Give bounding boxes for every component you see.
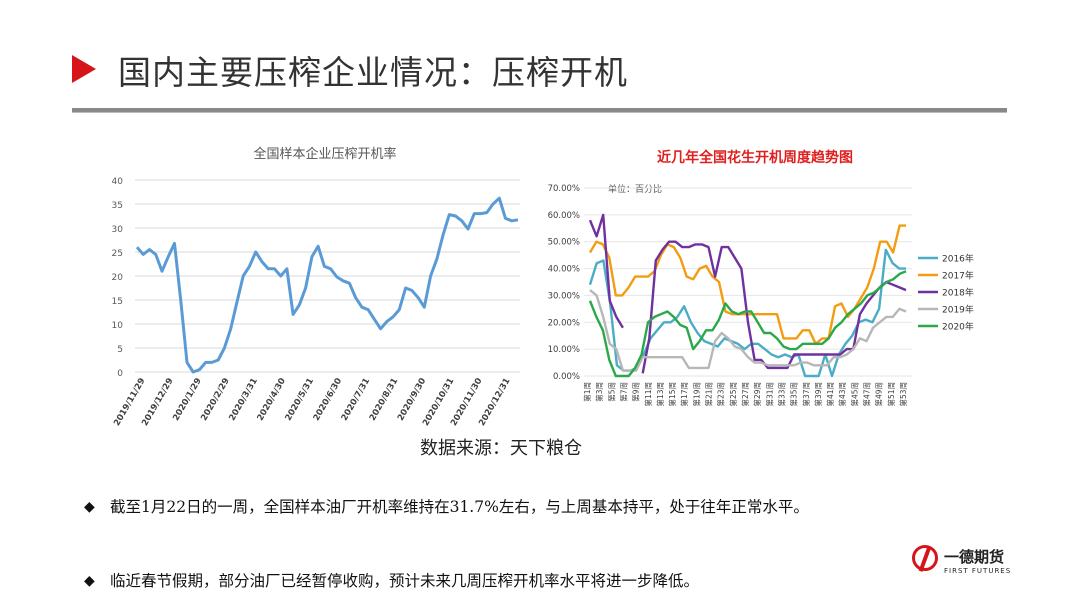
bullet-item-2: ◆ 临近春节假期，部分油厂已经暂停收购，预计未来几周压榨开机率水平将进一步降低。	[84, 566, 899, 596]
chart1-y-tick-label: 40	[112, 177, 124, 187]
chart1-x-tick-label: 2020/8/31	[368, 376, 401, 422]
chart2-series-line-2018年	[588, 213, 907, 374]
chart-crushing-rate: 全国样本企业压榨开机率 0 5 10 15 20 25 30 35 40 2019/11/292…	[112, 146, 520, 428]
chart2-x-tick-label: 第35周	[789, 382, 799, 407]
chart1-y-tick-label: 35	[112, 201, 123, 211]
chart2-x-tick-label: 第47周	[862, 382, 872, 407]
bullet-text-2: 临近春节假期，部分油厂已经暂停收购，预计未来几周压榨开机率水平将进一步降低。	[110, 572, 700, 590]
chart1-series-line	[135, 196, 519, 374]
chart2-x-tick-label: 第51周	[886, 382, 896, 407]
chart1-x-tick-label: 2020/9/30	[396, 376, 429, 422]
chart2-x-tick-label: 第15周	[667, 382, 677, 407]
chart2-x-tick-label: 第45周	[849, 382, 859, 407]
chart2-x-tick-label: 第37周	[801, 382, 811, 407]
chart2-x-tick-label: 第53周	[898, 382, 908, 407]
chart2-y-tick-label: 10.00%	[548, 345, 580, 355]
chart1-x-axis: 2019/11/292019/12/292020/1/292020/2/2920…	[112, 376, 512, 427]
chart2-y-tick-label: 20.00%	[548, 318, 580, 328]
chart2-x-tick-label: 第39周	[813, 382, 823, 407]
chart2-legend-label: 2017年	[942, 270, 974, 282]
bullet-item-1: ◆ 截至1月22日的一周，全国样本油厂开机率维持在31.7%左右，与上周基本持平…	[84, 492, 899, 522]
chart2-x-tick-label: 第43周	[837, 382, 847, 407]
chart1-gridlines	[135, 179, 520, 373]
diamond-bullet-icon: ◆	[84, 499, 95, 515]
chart2-y-tick-label: 50.00%	[548, 238, 580, 248]
chart2-legend-label: 2020年	[942, 321, 974, 333]
chart2-x-tick-label: 第3周	[594, 382, 604, 402]
chart1-x-tick-label: 2020/3/31	[227, 376, 260, 422]
chart1-y-axis: 0 5 10 15 20 25 30 35 40	[112, 177, 124, 379]
chart2-x-tick-label: 第1周	[582, 382, 592, 402]
chart2-legend-label: 2016年	[942, 253, 974, 265]
chart1-x-tick-label: 2020/1/29	[171, 376, 204, 422]
chart2-legend-label: 2018年	[942, 287, 974, 299]
chart2-series-line-2020年	[588, 270, 907, 378]
title-marker-icon	[72, 55, 96, 83]
chart1-x-tick-label: 2020/7/31	[340, 376, 373, 422]
chart2-series-line-2019年	[589, 289, 907, 372]
chart2-y-tick-label: 40.00%	[548, 265, 580, 275]
chart1-y-tick-label: 20	[112, 273, 124, 283]
chart2-x-tick-label: 第49周	[874, 382, 884, 407]
chart2-x-tick-label: 第19周	[691, 382, 701, 407]
chart2-gridlines	[584, 187, 912, 377]
chart2-x-tick-label: 第33周	[776, 382, 786, 407]
chart1-x-tick-label: 2020/6/30	[312, 376, 345, 422]
title-divider-thin	[72, 112, 1007, 113]
chart2-y-tick-label: 70.00%	[548, 184, 580, 194]
chart2-x-tick-label: 第13周	[655, 382, 665, 407]
chart2-title: 近几年全国花生开机周度趋势图	[657, 149, 853, 166]
logo-name-cn: 一德期货	[944, 548, 1005, 566]
chart-peanut-weekly-rate: 近几年全国花生开机周度趋势图 单位：百分比 0.00% 10.00% 20.00% 3…	[548, 149, 974, 407]
chart2-y-tick-label: 60.00%	[548, 211, 580, 221]
chart2-x-tick-label: 第7周	[618, 382, 628, 402]
page-title: 国内主要压榨企业情况：压榨开机	[118, 53, 628, 92]
chart1-y-tick-label: 0	[117, 369, 123, 379]
chart1-y-tick-label: 5	[117, 345, 123, 355]
chart2-x-tick-label: 第17周	[679, 382, 689, 407]
chart2-x-tick-label: 第11周	[643, 382, 653, 407]
data-source-note: 数据来源：天下粮仓	[420, 438, 582, 459]
chart2-x-tick-label: 第9周	[631, 382, 641, 402]
logo-mark-icon	[912, 545, 938, 571]
chart2-x-tick-label: 第5周	[606, 382, 616, 402]
chart2-x-tick-label: 第31周	[764, 382, 774, 407]
chart2-x-tick-label: 第23周	[716, 382, 726, 407]
chart1-x-tick-label: 2020/5/31	[284, 376, 317, 422]
chart1-y-tick-label: 30	[112, 225, 124, 235]
chart1-x-tick-label: 2020/2/29	[199, 376, 232, 422]
chart2-x-tick-label: 第41周	[825, 382, 835, 407]
chart2-x-tick-label: 第21周	[704, 382, 714, 407]
chart2-series-lines	[588, 213, 907, 378]
chart1-y-tick-label: 25	[112, 249, 123, 259]
chart2-y-tick-label: 30.00%	[548, 291, 580, 301]
logo-name-en: FIRST FUTURES	[944, 567, 1012, 575]
title-divider	[72, 108, 1007, 112]
chart2-legend: 2016年 2017年 2018年 2019年 2020年	[918, 253, 974, 333]
chart2-x-tick-label: 第25周	[728, 382, 738, 407]
chart2-x-tick-label: 第29周	[752, 382, 762, 407]
chart2-legend-label: 2019年	[942, 304, 974, 316]
chart2-y-axis: 0.00% 10.00% 20.00% 30.00% 40.00% 50.00% 60.00…	[548, 184, 580, 382]
chart1-y-tick-label: 10	[112, 321, 124, 331]
bullet-text-1: 截至1月22日的一周，全国样本油厂开机率维持在31.7%左右，与上周基本持平，处…	[110, 498, 809, 516]
chart1-x-tick-label: 2020/4/30	[256, 376, 289, 422]
diamond-bullet-icon: ◆	[84, 573, 95, 589]
chart1-title: 全国样本企业压榨开机率	[253, 146, 396, 162]
chart2-x-axis: 第1周 第3周 第5周 第7周 第9周 第11周 第13周 第15周 第17周 第19周 第21周第…	[582, 382, 908, 407]
chart1-y-tick-label: 15	[112, 297, 123, 307]
company-logo: 一德期货 FIRST FUTURES	[912, 545, 1022, 585]
chart2-unit-note: 单位：百分比	[608, 183, 662, 195]
chart2-y-tick-label: 0.00%	[553, 372, 580, 382]
chart2-x-tick-label: 第27周	[740, 382, 750, 407]
